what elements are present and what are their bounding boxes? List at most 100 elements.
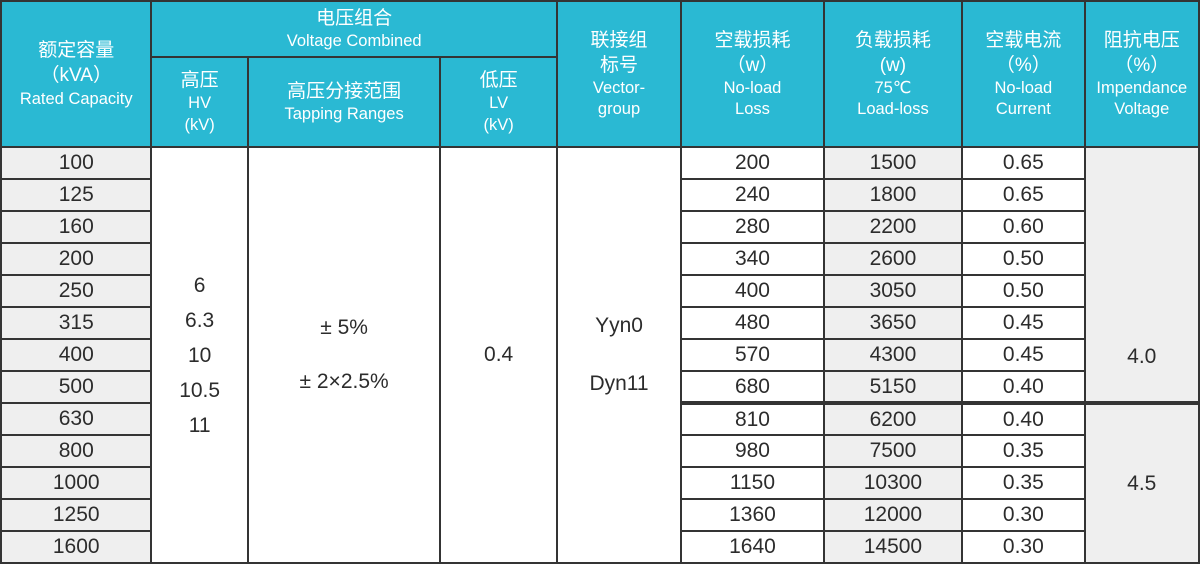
table-row: 630 810 6200 0.40 4.5	[0, 401, 1200, 564]
cell-load-loss: 3050	[822, 274, 964, 308]
header-lv: 低压 LV (kV)	[439, 56, 558, 148]
cell-no-load-loss: 480	[680, 306, 825, 340]
header-vector-group-zh2: 标号	[600, 54, 639, 76]
cell-load-loss: 6200	[822, 401, 964, 436]
table-row: 125 240 1800 0.65	[0, 178, 1199, 212]
header-lv-zh: 低压	[479, 70, 518, 92]
cell-no-load-current: 0.40	[961, 370, 1086, 404]
header-vector-group-en1: Vector-	[592, 78, 646, 97]
header-load-loss-en2: Load-loss	[857, 100, 929, 119]
cell-no-load-loss: 240	[680, 178, 825, 212]
table-row: 400 570 4300 0.45	[0, 338, 1199, 372]
cell-rated-capacity: 800	[0, 434, 153, 468]
header-load-loss-zh: 负载损耗	[854, 29, 931, 51]
header-impedance-voltage-en2: Voltage	[1114, 100, 1170, 119]
cell-rated-capacity: 630	[0, 402, 153, 436]
spec-table-body: 100 6 6.3 10 10.5 11 ± 5% ± 2×2.5% 0.4 Yyn0 Dyn11 2…	[0, 146, 1200, 564]
cell-no-load-loss: 280	[680, 210, 825, 244]
cell-load-loss: 10300	[822, 466, 964, 500]
cell-lv-value: 0.4	[439, 146, 558, 564]
cell-rated-capacity: 1250	[0, 498, 153, 532]
table-row: 800 980 7500 0.35	[0, 434, 1199, 468]
header-no-load-loss-en1: No-load	[723, 78, 782, 97]
table-row: 250 400 3050 0.50	[0, 274, 1199, 308]
table-row: 1600 1640 14500 0.30	[0, 530, 1199, 564]
header-no-load-current-zh: 空载电流	[985, 29, 1062, 51]
cell-load-loss: 1800	[822, 178, 964, 212]
header-voltage-combined-en: Voltage Combined	[286, 31, 422, 50]
hv-value: 11	[188, 413, 211, 437]
header-load-loss-unit: (w)	[879, 54, 907, 76]
header-no-load-loss-zh: 空载损耗	[714, 29, 791, 51]
header-row-sub: 高压 HV (kV) 高压分接范围 Tapping Ranges 低压 LV (…	[1, 56, 1199, 148]
header-load-loss: 负载损耗 (w) 75℃ Load-loss	[822, 0, 964, 148]
cell-rated-capacity: 100	[0, 146, 153, 180]
vector-group-value: Yyn0	[595, 314, 643, 337]
cell-load-loss: 3650	[822, 306, 964, 340]
cell-rated-capacity: 1000	[0, 466, 153, 500]
table-row: 100 6 6.3 10 10.5 11 ± 5% ± 2×2.5% 0.4 Yyn0 Dyn11 2…	[0, 146, 1200, 564]
header-no-load-loss-en2: Loss	[735, 100, 770, 119]
header-impedance-voltage-unit: （%）	[1114, 54, 1170, 76]
cell-no-load-loss: 810	[680, 401, 825, 436]
cell-no-load-current: 0.45	[961, 338, 1086, 372]
header-load-loss-temp: 75℃	[874, 78, 912, 97]
header-rated-capacity: 额定容量 （kVA） Rated Capacity	[0, 0, 153, 148]
cell-vector-group: Yyn0 Dyn11	[555, 146, 683, 564]
hv-value: 6.3	[185, 308, 215, 332]
hv-value: 10	[187, 343, 212, 367]
cell-rated-capacity: 160	[0, 210, 153, 244]
header-no-load-current-unit: （%）	[995, 54, 1051, 76]
cell-no-load-loss: 980	[680, 434, 825, 468]
header-hv-zh: 高压	[180, 70, 219, 92]
cell-no-load-current: 0.40	[961, 401, 1086, 436]
header-lv-unit: (kV)	[483, 115, 514, 134]
header-no-load-current-en2: Current	[995, 100, 1051, 119]
header-voltage-combined: 电压组合 Voltage Combined	[150, 0, 558, 58]
cell-hv-values: 6 6.3 10 10.5 11	[150, 146, 249, 564]
header-hv-en: HV	[188, 94, 212, 113]
cell-rated-capacity: 400	[0, 338, 153, 372]
header-lv-en: LV	[489, 94, 509, 113]
cell-load-loss: 7500	[822, 434, 964, 468]
cell-load-loss: 4300	[822, 338, 964, 372]
header-rated-capacity-zh: 额定容量	[38, 40, 115, 62]
table-header: 额定容量 （kVA） Rated Capacity 电压组合 Voltage C…	[0, 0, 1200, 148]
table-row: 500 680 5150 0.40	[0, 370, 1199, 404]
header-row-top: 额定容量 （kVA） Rated Capacity 电压组合 Voltage C…	[0, 0, 1200, 148]
cell-no-load-loss: 1150	[680, 466, 825, 500]
cell-tapping-ranges: ± 5% ± 2×2.5%	[246, 146, 442, 564]
header-vector-group-en2: group	[597, 100, 641, 119]
header-voltage-combined-zh: 电压组合	[316, 7, 393, 29]
cell-load-loss: 14500	[822, 530, 964, 564]
cell-rated-capacity: 500	[0, 370, 153, 404]
cell-impedance-high: 4.5	[1083, 401, 1200, 564]
vector-group-value: Dyn11	[589, 372, 649, 395]
cell-no-load-loss: 200	[680, 146, 825, 180]
cell-no-load-current: 0.35	[961, 466, 1086, 500]
table-row: 1000 1150 10300 0.35	[0, 466, 1199, 500]
header-no-load-current-en1: No-load	[994, 78, 1053, 97]
table-row: 160 280 2200 0.60	[0, 210, 1199, 244]
hv-value: 6	[193, 273, 206, 297]
header-tapping-ranges-zh: 高压分接范围	[287, 80, 402, 102]
header-impedance-voltage-zh: 阻抗电压	[1103, 29, 1180, 51]
cell-no-load-loss: 1640	[680, 530, 825, 564]
header-vector-group-zh1: 联接组	[590, 29, 648, 51]
cell-rated-capacity: 1600	[0, 530, 153, 564]
cell-no-load-current: 0.30	[961, 498, 1086, 532]
cell-no-load-current: 0.65	[961, 146, 1086, 180]
header-rated-capacity-unit: （kVA）	[40, 65, 112, 87]
cell-rated-capacity: 125	[0, 178, 153, 212]
cell-no-load-current: 0.35	[961, 434, 1086, 468]
cell-load-loss: 2200	[822, 210, 964, 244]
cell-load-loss: 1500	[822, 146, 964, 180]
cell-load-loss: 5150	[822, 370, 964, 404]
table-row: 200 340 2600 0.50	[0, 242, 1199, 276]
cell-load-loss: 12000	[822, 498, 964, 532]
tapping-value: ± 2×2.5%	[299, 370, 389, 393]
header-impedance-voltage-en1: Impendance	[1096, 78, 1188, 97]
header-vector-group: 联接组 标号 Vector- group	[555, 0, 683, 148]
header-no-load-loss: 空载损耗 （w） No-load Loss	[680, 0, 825, 148]
header-no-load-current: 空载电流 （%） No-load Current	[961, 0, 1086, 148]
